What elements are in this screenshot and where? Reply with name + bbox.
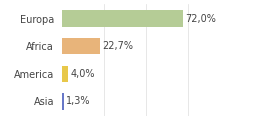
Bar — [62, 10, 183, 27]
Text: 1,3%: 1,3% — [66, 96, 91, 106]
Text: 4,0%: 4,0% — [71, 69, 95, 79]
Bar — [62, 38, 100, 54]
Text: 72,0%: 72,0% — [185, 14, 216, 24]
Bar — [62, 93, 64, 110]
Text: 22,7%: 22,7% — [102, 41, 133, 51]
Bar — [62, 66, 68, 82]
